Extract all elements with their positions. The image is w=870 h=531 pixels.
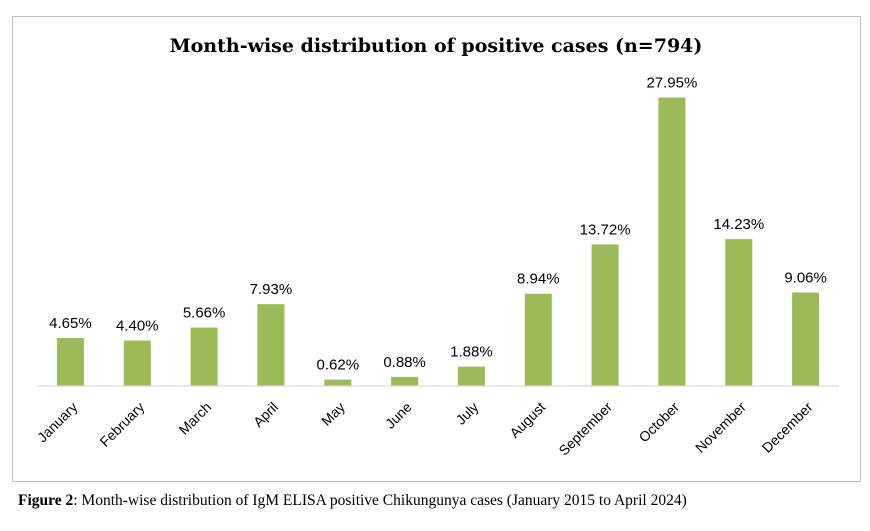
bar-january — [56, 338, 84, 386]
data-label-october: 27.95% — [646, 75, 697, 92]
x-tick-august: August — [506, 399, 548, 441]
x-tick-july: July — [453, 399, 482, 428]
x-tick-october: October — [635, 399, 682, 446]
bar-february — [123, 340, 151, 386]
bar-june — [391, 376, 419, 386]
data-label-march: 5.66% — [183, 305, 226, 322]
bar-july — [457, 366, 485, 386]
bar-december — [792, 292, 820, 386]
x-tick-june: June — [382, 399, 415, 432]
bars-group — [56, 97, 820, 386]
bar-april — [257, 304, 285, 386]
caption-label: Figure 2 — [18, 492, 74, 509]
x-tick-november: November — [692, 399, 749, 456]
chart-frame: Month-wise distribution of positive case… — [12, 16, 861, 482]
data-label-february: 4.40% — [116, 318, 159, 335]
caption-text: : Month-wise distribution of IgM ELISA p… — [73, 492, 687, 509]
data-label-november: 14.23% — [713, 216, 764, 233]
x-tick-labels-group: January February March April May June July Augu… — [34, 399, 816, 459]
bar-october — [658, 97, 686, 386]
data-label-december: 9.06% — [784, 270, 827, 287]
x-tick-march: March — [175, 399, 214, 438]
x-tick-april: April — [250, 399, 281, 430]
bar-august — [524, 293, 552, 386]
x-tick-september: September — [555, 399, 615, 459]
data-label-june: 0.88% — [383, 354, 426, 371]
data-label-april: 7.93% — [250, 281, 293, 298]
x-tick-february: February — [96, 399, 147, 450]
data-label-july: 1.88% — [450, 344, 493, 361]
data-labels-group: 4.65% 4.40% 5.66% 7.93% 0.62% 0.88% 1.88% 8.94%… — [49, 75, 827, 374]
data-label-may: 0.62% — [317, 357, 360, 374]
chart-title: Month-wise distribution of positive case… — [170, 35, 703, 57]
data-label-january: 4.65% — [49, 315, 92, 332]
data-label-august: 8.94% — [517, 271, 560, 288]
x-tick-may: May — [318, 399, 348, 429]
bar-chart: Month-wise distribution of positive case… — [34, 35, 839, 459]
figure-caption: Figure 2: Month-wise distribution of IgM… — [18, 492, 858, 510]
bar-march — [190, 327, 218, 386]
x-tick-december: December — [759, 399, 816, 456]
data-label-september: 13.72% — [580, 221, 631, 238]
x-tick-january: January — [34, 399, 81, 446]
bar-november — [725, 239, 753, 386]
bar-september — [591, 244, 619, 386]
bar-may — [324, 379, 352, 386]
